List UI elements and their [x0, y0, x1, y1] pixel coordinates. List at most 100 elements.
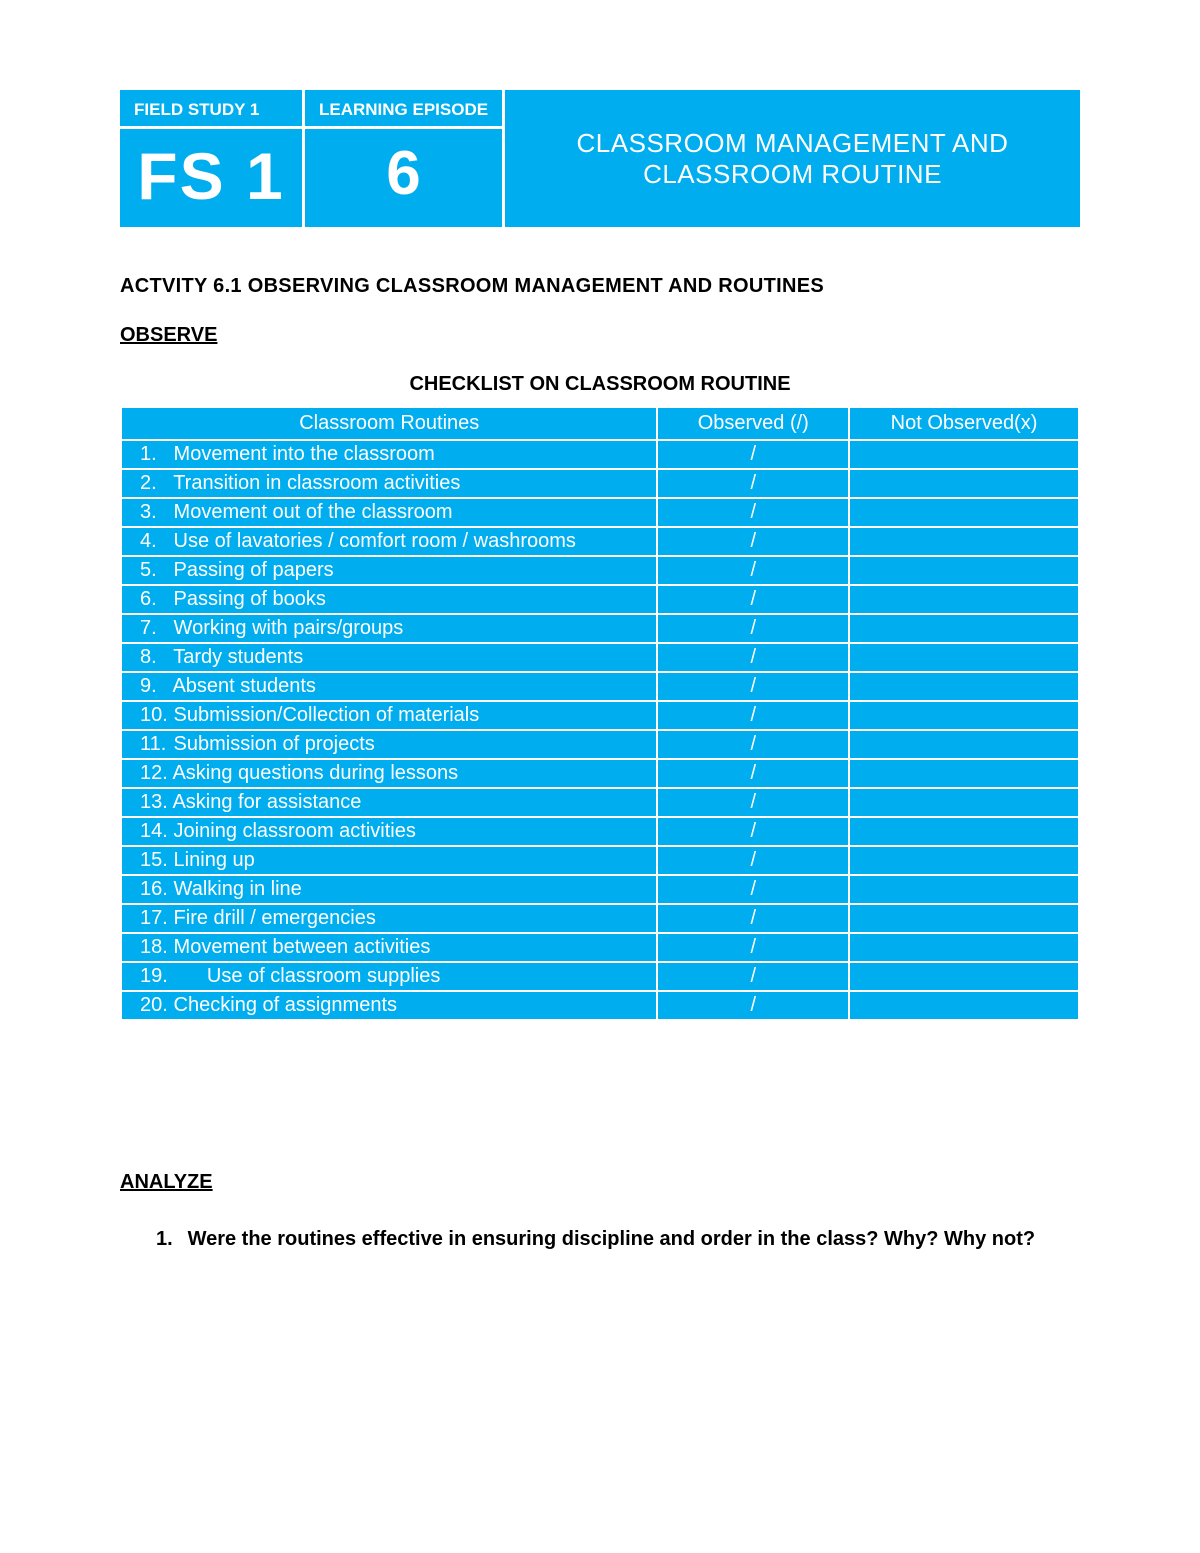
analyze-question: 1. Were the routines effective in ensuri… [120, 1220, 1080, 1258]
observed-cell: / [657, 817, 849, 846]
checklist-table: Classroom Routines Observed (/) Not Obse… [120, 406, 1080, 1021]
routine-text: Asking questions during lessons [168, 762, 458, 784]
col-header-not-observed: Not Observed(x) [849, 407, 1079, 440]
activity-title: ACTVITY 6.1 OBSERVING CLASSROOM MANAGEME… [120, 275, 1080, 298]
table-row: 20. Checking of assignments/ [121, 991, 1079, 1020]
routine-cell: 5. Passing of papers [121, 556, 657, 585]
routine-text: Absent students [168, 675, 316, 697]
table-row: 19. Use of classroom supplies / [121, 962, 1079, 991]
routine-number: 20. [140, 994, 168, 1017]
routine-number: 10. [140, 704, 168, 727]
observed-cell: / [657, 788, 849, 817]
not-observed-cell [849, 904, 1079, 933]
routine-number: 17. [140, 907, 168, 930]
table-row: 5. Passing of papers/ [121, 556, 1079, 585]
table-row: 3. Movement out of the classroom / [121, 498, 1079, 527]
routine-number: 7. [140, 617, 168, 640]
routine-cell: 7. Working with pairs/groups [121, 614, 657, 643]
observed-cell: / [657, 585, 849, 614]
routine-cell: 6. Passing of books [121, 585, 657, 614]
routine-number: 15. [140, 849, 168, 872]
routine-text: Checking of assignments [168, 994, 397, 1016]
observed-cell: / [657, 498, 849, 527]
not-observed-cell [849, 991, 1079, 1020]
checklist-title: CHECKLIST ON CLASSROOM ROUTINE [120, 373, 1080, 396]
table-row: 18. Movement between activities/ [121, 933, 1079, 962]
table-row: 13. Asking for assistance/ [121, 788, 1079, 817]
routine-cell: 2. Transition in classroom activities [121, 469, 657, 498]
field-study-label: FIELD STUDY 1 [120, 90, 302, 129]
routine-text: Use of classroom supplies [168, 965, 440, 987]
not-observed-cell [849, 701, 1079, 730]
not-observed-cell [849, 759, 1079, 788]
routine-cell: 18. Movement between activities [121, 933, 657, 962]
routine-cell: 9. Absent students [121, 672, 657, 701]
routine-number: 14. [140, 820, 168, 843]
not-observed-cell [849, 585, 1079, 614]
observed-cell: / [657, 904, 849, 933]
routine-cell: 13. Asking for assistance [121, 788, 657, 817]
routine-text: Submission/Collection of materials [168, 704, 479, 726]
table-row: 11. Submission of projects/ [121, 730, 1079, 759]
header-banner: FIELD STUDY 1 FS 1 LEARNING EPISODE 6 CL… [120, 90, 1080, 227]
routine-text: Movement into the classroom [168, 443, 435, 465]
table-row: 16. Walking in line/ [121, 875, 1079, 904]
routine-number: 13. [140, 791, 168, 814]
routine-number: 11. [140, 733, 168, 756]
fs-code: FS 1 [137, 143, 284, 209]
routine-number: 12. [140, 762, 168, 785]
routine-cell: 15. Lining up [121, 846, 657, 875]
table-row: 17. Fire drill / emergencies/ [121, 904, 1079, 933]
observed-cell: / [657, 614, 849, 643]
routine-text: Asking for assistance [168, 791, 361, 813]
episode-number: 6 [386, 143, 420, 205]
routine-cell: 20. Checking of assignments [121, 991, 657, 1020]
routine-text: Transition in classroom activities [168, 472, 460, 494]
routine-cell: 8. Tardy students [121, 643, 657, 672]
analyze-heading: ANALYZE [120, 1171, 1080, 1194]
observed-cell: / [657, 440, 849, 469]
not-observed-cell [849, 875, 1079, 904]
routine-number: 18. [140, 936, 168, 959]
observe-heading: OBSERVE [120, 324, 1080, 347]
observed-cell: / [657, 556, 849, 585]
routine-number: 2. [140, 472, 168, 495]
routine-text: Movement out of the classroom [168, 501, 453, 523]
not-observed-cell [849, 962, 1079, 991]
routine-cell: 16. Walking in line [121, 875, 657, 904]
routine-text: Lining up [168, 849, 255, 871]
routine-number: 8. [140, 646, 168, 669]
observed-cell: / [657, 846, 849, 875]
routine-text: Joining classroom activities [168, 820, 416, 842]
routine-number: 1. [140, 443, 168, 466]
observed-cell: / [657, 962, 849, 991]
routine-cell: 11. Submission of projects [121, 730, 657, 759]
routine-text: Movement between activities [168, 936, 430, 958]
not-observed-cell [849, 440, 1079, 469]
not-observed-cell [849, 672, 1079, 701]
table-row: 10. Submission/Collection of materials / [121, 701, 1079, 730]
col-header-routines: Classroom Routines [121, 407, 657, 440]
not-observed-cell [849, 846, 1079, 875]
observed-cell: / [657, 469, 849, 498]
routine-text: Use of lavatories / comfort room / washr… [168, 530, 576, 552]
routine-cell: 1. Movement into the classroom [121, 440, 657, 469]
observed-cell: / [657, 701, 849, 730]
observed-cell: / [657, 933, 849, 962]
observed-cell: / [657, 527, 849, 556]
observed-cell: / [657, 759, 849, 788]
observed-cell: / [657, 730, 849, 759]
routine-cell: 17. Fire drill / emergencies [121, 904, 657, 933]
routine-text: Submission of projects [168, 733, 375, 755]
table-row: 2. Transition in classroom activities/ [121, 469, 1079, 498]
routine-text: Tardy students [168, 646, 303, 668]
table-row: 1. Movement into the classroom/ [121, 440, 1079, 469]
question-text: Were the routines effective in ensuring … [188, 1228, 1036, 1250]
routine-number: 6. [140, 588, 168, 611]
table-header-row: Classroom Routines Observed (/) Not Obse… [121, 407, 1079, 440]
table-row: 4. Use of lavatories / comfort room / wa… [121, 527, 1079, 556]
routine-number: 3. [140, 501, 168, 524]
col-header-observed: Observed (/) [657, 407, 849, 440]
routine-number: 19. [140, 965, 168, 988]
table-row: 14. Joining classroom activities / [121, 817, 1079, 846]
